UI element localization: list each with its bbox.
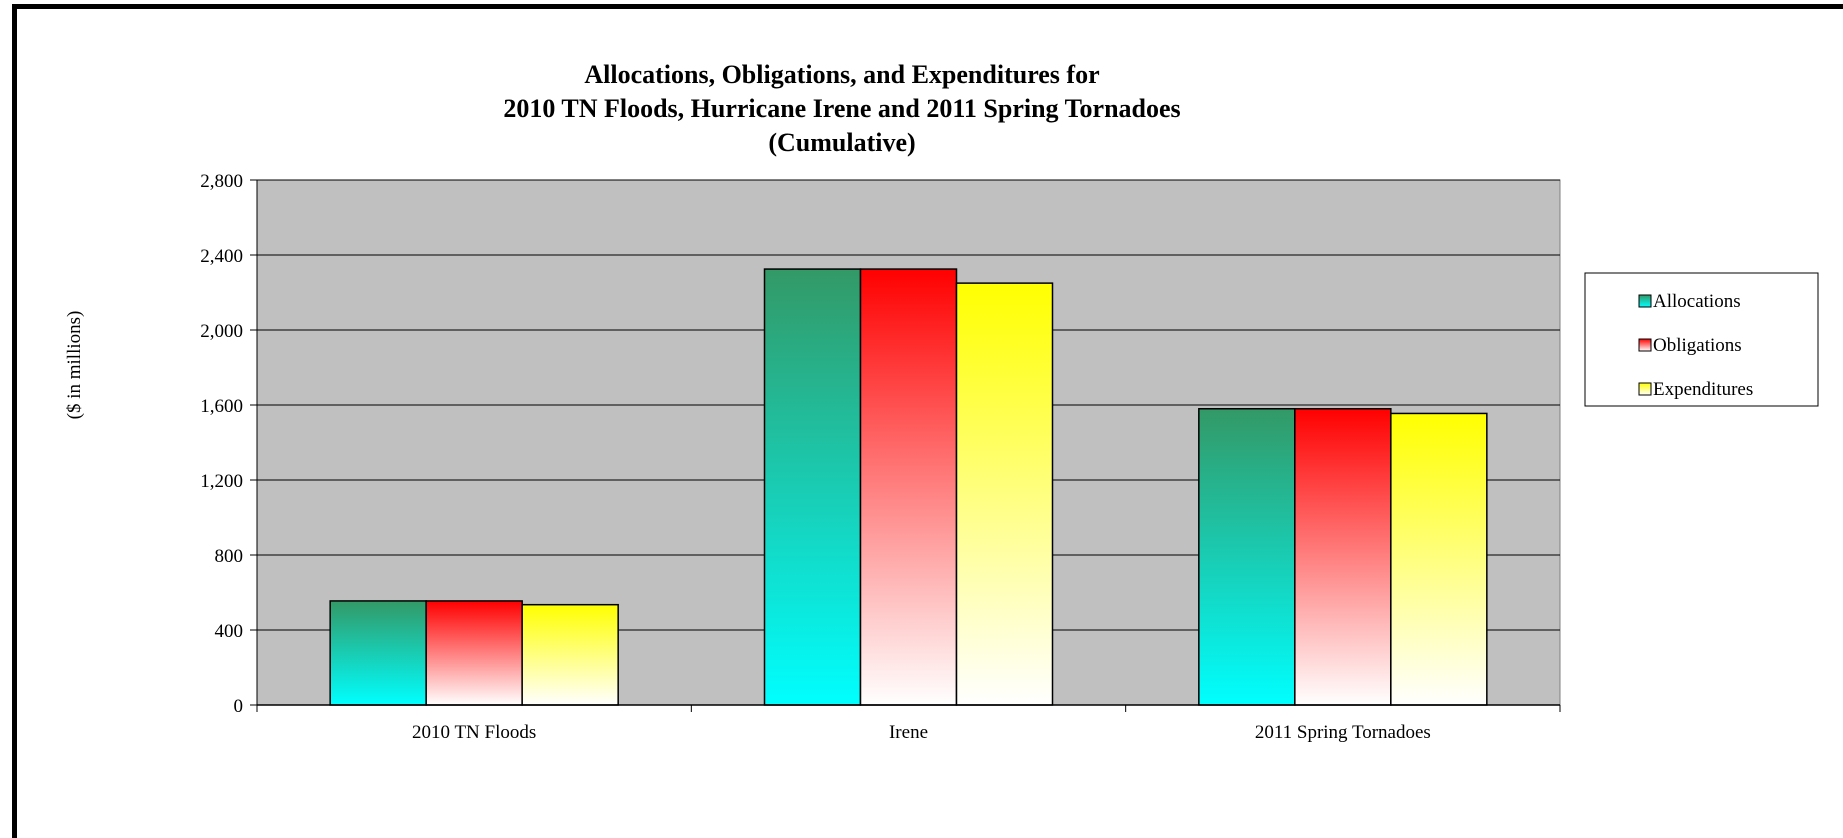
y-axis-ticks: 0 400 800 1,200 1,600 2,000 2,400 2,800 <box>200 171 258 717</box>
y-tick-label: 2,400 <box>200 246 243 267</box>
chart-title-line-1: Allocations, Obligations, and Expenditur… <box>584 60 1099 89</box>
legend-swatch-allocations <box>1638 294 1652 308</box>
chart-frame <box>12 4 1843 838</box>
x-axis: 2010 TN Floods Irene 2011 Spring Tornadoes <box>256 704 1561 743</box>
y-tick-label: 2,000 <box>200 321 243 342</box>
bar-allocations-0 <box>329 600 427 706</box>
y-tick-label: 1,600 <box>200 396 243 417</box>
x-category-label: 2010 TN Floods <box>412 722 536 743</box>
y-tick-label: 1,200 <box>200 471 243 492</box>
chart-title-line-2: 2010 TN Floods, Hurricane Irene and 2011… <box>503 94 1180 123</box>
y-tick-label: 400 <box>215 621 244 642</box>
bar-expenditures-2 <box>1390 412 1488 706</box>
bar-obligations-1 <box>859 268 958 706</box>
legend-swatch-expenditures <box>1638 382 1652 396</box>
x-category-label: Irene <box>889 722 928 743</box>
bar-allocations-1 <box>763 268 862 706</box>
legend-swatch-obligations <box>1638 338 1652 352</box>
bar-obligations-2 <box>1294 408 1392 706</box>
y-tick-label: 0 <box>234 696 244 717</box>
y-tick-label: 800 <box>215 546 244 567</box>
legend-label-allocations: Allocations <box>1653 291 1741 312</box>
bar-expenditures-0 <box>521 603 619 706</box>
legend-label-obligations: Obligations <box>1653 335 1742 356</box>
bar-allocations-2 <box>1198 408 1296 706</box>
chart-title-line-3: (Cumulative) <box>768 128 915 157</box>
legend-label-expenditures: Expenditures <box>1653 379 1753 400</box>
legend: Allocations Obligations Expenditures <box>1584 272 1819 407</box>
bar-obligations-0 <box>425 600 523 706</box>
y-axis-label: ($ in millions) <box>64 311 85 420</box>
y-tick-label: 2,800 <box>200 171 243 192</box>
legend-box <box>1584 272 1819 407</box>
bars <box>329 268 1488 706</box>
x-category-label: 2011 Spring Tornadoes <box>1255 722 1431 743</box>
bar-expenditures-1 <box>955 282 1054 706</box>
